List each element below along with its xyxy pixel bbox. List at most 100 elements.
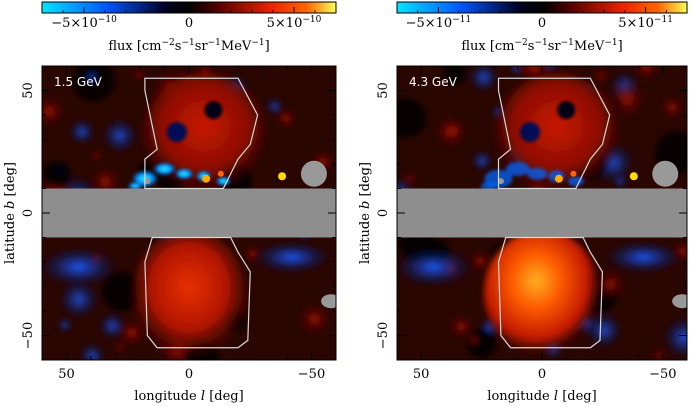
point-source xyxy=(570,170,577,177)
label-part: 5×10 xyxy=(267,16,303,31)
energy-label: 1.5 GeV xyxy=(54,75,103,89)
label-part: −1 xyxy=(534,38,547,48)
texture-blob xyxy=(447,313,475,340)
texture-blob xyxy=(471,150,493,172)
sky-map: 1.5 GeV xyxy=(42,66,336,360)
label-part: −5×10 xyxy=(406,16,453,31)
blue-region xyxy=(42,246,119,287)
texture-blob xyxy=(631,66,661,82)
label-part: [deg] xyxy=(558,389,597,404)
x-tick-label: 50 xyxy=(413,367,430,382)
label-part: −1 xyxy=(251,38,264,48)
label-part: −1 xyxy=(604,38,617,48)
north-lobe xyxy=(494,72,619,193)
y-tick-label: −50 xyxy=(376,322,391,349)
residual-blob xyxy=(215,176,232,187)
texture-blob xyxy=(591,266,629,303)
y-tick-label: 50 xyxy=(21,82,36,99)
blue-region xyxy=(251,241,332,274)
texture-blob xyxy=(662,315,687,360)
south-bubble-outline xyxy=(144,236,251,349)
texture-blob xyxy=(101,271,142,312)
negative-residual xyxy=(480,161,584,191)
texture-blob xyxy=(58,278,100,320)
texture-blob xyxy=(78,342,106,360)
residual-blob xyxy=(527,167,548,180)
source-mask xyxy=(300,160,327,187)
x-tick-label: 0 xyxy=(185,367,193,382)
texture-blob xyxy=(442,66,467,85)
texture-blob xyxy=(585,311,623,349)
south-lobe xyxy=(484,229,600,358)
label-part: latitude xyxy=(358,209,373,264)
texture-blob xyxy=(468,66,499,93)
texture-blob xyxy=(592,67,609,84)
label-part: −11 xyxy=(654,15,673,25)
colorbar-tick-label: 0 xyxy=(538,16,546,31)
label-part: [deg] xyxy=(205,389,244,404)
energy-label: 4.3 GeV xyxy=(409,75,458,89)
source-mask xyxy=(497,178,504,185)
colorbar-tick-label: 0 xyxy=(185,16,193,31)
point-source xyxy=(629,172,638,181)
north-bubble-outline xyxy=(144,77,259,190)
label-part: sr xyxy=(195,39,209,54)
x-axis-label: longitude l [deg] xyxy=(487,389,596,404)
label-part: sr xyxy=(548,39,562,54)
dark-spot xyxy=(519,122,540,143)
point-source xyxy=(554,174,563,183)
colorbar-tick-label: −5×10−10 xyxy=(51,15,117,31)
texture-blob xyxy=(43,161,71,188)
label-part: flux [cm xyxy=(461,39,514,54)
colorbar-tick-label: −5×10−11 xyxy=(406,15,472,31)
label-part: −10 xyxy=(98,15,117,25)
label-part: −5×10 xyxy=(51,16,98,31)
texture-blob xyxy=(468,249,493,274)
label-part: s xyxy=(528,39,535,54)
label-part: MeV xyxy=(221,39,252,54)
y-tick-label: 0 xyxy=(376,209,391,217)
y-tick-label: 50 xyxy=(376,82,391,99)
label-part: b xyxy=(358,201,373,209)
texture-blob xyxy=(68,118,96,146)
label-part: −11 xyxy=(452,15,471,25)
point-source xyxy=(278,172,287,181)
y-tick-label: −50 xyxy=(21,322,36,349)
y-axis-label: latitude b [deg] xyxy=(358,162,373,264)
residual-blob xyxy=(480,182,497,191)
x-tick-label: −50 xyxy=(298,367,325,382)
texture-blob xyxy=(651,346,668,360)
residual-blob xyxy=(127,182,144,191)
colorbar-label: flux [cm−2s−1sr−1MeV−1] xyxy=(108,38,269,54)
label-part: latitude xyxy=(3,209,18,264)
point-source xyxy=(217,170,224,177)
texture-blob xyxy=(613,174,628,189)
sky-map: 4.3 GeV xyxy=(397,66,687,360)
texture-blob xyxy=(90,148,104,162)
texture-blob xyxy=(432,113,469,150)
label-part: −1 xyxy=(181,38,194,48)
texture-blob xyxy=(84,69,99,85)
texture-blob xyxy=(42,94,67,129)
colorbar-tick-label: 5×10−11 xyxy=(618,15,673,31)
texture-blob xyxy=(132,67,147,82)
dark-spot xyxy=(166,122,187,143)
colorbar-tick-label: 5×10−10 xyxy=(267,15,322,31)
label-part: 0 xyxy=(185,16,193,31)
y-tick-label: 0 xyxy=(21,209,36,217)
label-part: −1 xyxy=(208,38,221,48)
colorbar-label: flux [cm−2s−1sr−1MeV−1] xyxy=(461,38,622,54)
label-part: l xyxy=(554,389,558,404)
label-part: −2 xyxy=(162,38,175,48)
label-part: [deg] xyxy=(358,162,373,201)
blue-region xyxy=(603,241,684,274)
south-lobe xyxy=(131,229,247,358)
source-mask xyxy=(652,160,679,187)
residual-blob xyxy=(505,161,530,176)
texture-blob xyxy=(659,94,686,121)
